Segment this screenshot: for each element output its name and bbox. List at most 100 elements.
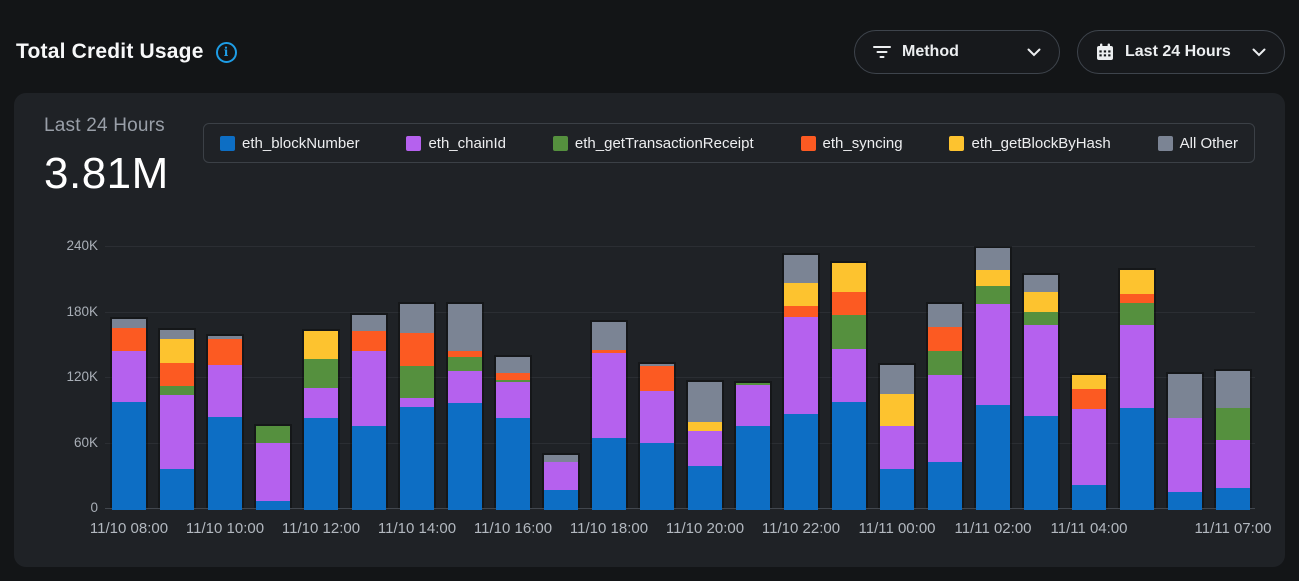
bar-column-11/11 06:00[interactable] <box>1166 372 1204 511</box>
bar-segment-eth_getTransactionReceipt[interactable] <box>160 385 194 396</box>
bar-segment-eth_chainId[interactable] <box>400 397 434 407</box>
bar-segment-eth_chainId[interactable] <box>1024 325 1058 416</box>
bar-segment-eth_getBlockByHash[interactable] <box>784 283 818 307</box>
bar-column-11/10 10:00[interactable] <box>206 334 244 510</box>
bar-segment-eth_getBlockByHash[interactable] <box>160 338 194 363</box>
bar-column-11/10 12:00[interactable] <box>302 329 340 510</box>
bar-column-11/10 09:00[interactable] <box>158 328 196 511</box>
bar-segment-All Other[interactable] <box>784 255 818 284</box>
bar-segment-eth_syncing[interactable] <box>1072 389 1106 409</box>
bar-segment-eth_blockNumber[interactable] <box>352 426 386 511</box>
bar-column-11/10 16:00[interactable] <box>494 355 532 510</box>
bar-segment-eth_syncing[interactable] <box>832 292 866 316</box>
bar-segment-eth_getTransactionReceipt[interactable] <box>928 350 962 375</box>
bar-segment-eth_chainId[interactable] <box>976 303 1010 406</box>
bar-segment-All Other[interactable] <box>112 319 146 328</box>
bar-segment-All Other[interactable] <box>400 304 434 334</box>
bar-segment-eth_chainId[interactable] <box>112 350 146 402</box>
bar-segment-eth_blockNumber[interactable] <box>1168 491 1202 511</box>
bar-segment-eth_chainId[interactable] <box>1072 408 1106 486</box>
bar-segment-eth_syncing[interactable] <box>352 331 386 352</box>
bar-segment-eth_syncing[interactable] <box>208 339 242 366</box>
bar-segment-eth_chainId[interactable] <box>928 374 962 463</box>
bar-column-11/10 21:00[interactable] <box>734 381 772 510</box>
bar-segment-eth_chainId[interactable] <box>1216 439 1250 488</box>
bar-segment-eth_chainId[interactable] <box>256 443 290 502</box>
bar-segment-eth_getTransactionReceipt[interactable] <box>1216 408 1250 440</box>
bar-segment-eth_getTransactionReceipt[interactable] <box>1024 312 1058 326</box>
bar-column-11/10 13:00[interactable] <box>350 313 388 511</box>
bar-segment-eth_blockNumber[interactable] <box>832 401 866 510</box>
bar-column-11/10 22:00[interactable] <box>782 253 820 511</box>
bar-segment-eth_chainId[interactable] <box>448 370 482 404</box>
bar-column-11/11 04:00[interactable] <box>1070 373 1108 511</box>
bar-segment-eth_blockNumber[interactable] <box>1120 407 1154 511</box>
bar-column-11/11 02:00[interactable] <box>974 246 1012 510</box>
bar-segment-eth_blockNumber[interactable] <box>304 418 338 510</box>
bar-segment-eth_getTransactionReceipt[interactable] <box>448 357 482 371</box>
bar-column-11/10 20:00[interactable] <box>686 380 724 510</box>
bar-column-11/11 05:00[interactable] <box>1118 268 1156 511</box>
info-icon[interactable]: i <box>215 41 237 63</box>
bar-segment-eth_getTransactionReceipt[interactable] <box>736 383 770 386</box>
bar-segment-eth_getTransactionReceipt[interactable] <box>496 379 530 383</box>
bar-segment-eth_blockNumber[interactable] <box>448 403 482 511</box>
bar-segment-eth_blockNumber[interactable] <box>256 501 290 511</box>
bar-segment-eth_blockNumber[interactable] <box>784 414 818 511</box>
bar-segment-All Other[interactable] <box>880 365 914 395</box>
bar-segment-eth_getTransactionReceipt[interactable] <box>400 366 434 398</box>
bar-segment-All Other[interactable] <box>448 304 482 351</box>
bar-segment-eth_chainId[interactable] <box>352 351 386 427</box>
bar-segment-eth_getBlockByHash[interactable] <box>1024 292 1058 313</box>
bar-segment-eth_blockNumber[interactable] <box>1024 415 1058 510</box>
bar-segment-eth_blockNumber[interactable] <box>1072 485 1106 511</box>
legend-item-eth_getBlockByHash[interactable]: eth_getBlockByHash <box>949 135 1111 152</box>
bar-segment-eth_chainId[interactable] <box>880 426 914 469</box>
bar-column-11/11 00:00[interactable] <box>878 363 916 511</box>
bar-segment-All Other[interactable] <box>688 382 722 423</box>
bar-segment-All Other[interactable] <box>592 322 626 351</box>
bar-segment-eth_syncing[interactable] <box>640 366 674 392</box>
bar-segment-All Other[interactable] <box>640 364 674 367</box>
bar-segment-eth_syncing[interactable] <box>1120 294 1154 303</box>
bar-segment-eth_chainId[interactable] <box>832 349 866 402</box>
bar-segment-eth_blockNumber[interactable] <box>1216 487 1250 510</box>
bar-segment-All Other[interactable] <box>496 357 530 374</box>
legend-item-eth_blockNumber[interactable]: eth_blockNumber <box>220 135 360 152</box>
bar-segment-eth_getBlockByHash[interactable] <box>688 422 722 432</box>
bar-segment-eth_chainId[interactable] <box>784 317 818 415</box>
bar-segment-eth_blockNumber[interactable] <box>496 418 530 510</box>
bar-segment-eth_getBlockByHash[interactable] <box>1072 375 1106 390</box>
bar-column-11/10 19:00[interactable] <box>638 362 676 511</box>
bar-segment-eth_blockNumber[interactable] <box>928 462 962 511</box>
bar-segment-eth_blockNumber[interactable] <box>112 401 146 510</box>
bar-segment-All Other[interactable] <box>160 330 194 339</box>
bar-column-11/10 15:00[interactable] <box>446 302 484 511</box>
bar-segment-eth_chainId[interactable] <box>688 431 722 467</box>
bar-column-11/10 08:00[interactable] <box>110 317 148 510</box>
bar-segment-eth_blockNumber[interactable] <box>592 437 626 510</box>
bar-segment-eth_blockNumber[interactable] <box>736 425 770 510</box>
bar-column-11/10 11:00[interactable] <box>254 424 292 511</box>
bar-column-11/10 14:00[interactable] <box>398 302 436 511</box>
bar-segment-eth_chainId[interactable] <box>304 387 338 419</box>
bar-column-11/11 07:00[interactable] <box>1214 369 1252 510</box>
bar-column-11/10 23:00[interactable] <box>830 261 868 510</box>
legend-item-eth_chainId[interactable]: eth_chainId <box>406 135 506 152</box>
bar-segment-eth_chainId[interactable] <box>592 352 626 438</box>
bar-column-11/10 18:00[interactable] <box>590 320 628 510</box>
bar-segment-eth_getTransactionReceipt[interactable] <box>256 426 290 444</box>
bar-segment-All Other[interactable] <box>976 248 1010 270</box>
bar-segment-eth_getBlockByHash[interactable] <box>832 263 866 293</box>
bar-segment-eth_syncing[interactable] <box>160 362 194 386</box>
bar-segment-eth_getBlockByHash[interactable] <box>880 394 914 427</box>
bar-segment-eth_getBlockByHash[interactable] <box>304 331 338 360</box>
time-range-dropdown[interactable]: Last 24 Hours <box>1077 30 1285 74</box>
legend-item-eth_syncing[interactable]: eth_syncing <box>800 135 903 152</box>
bar-segment-All Other[interactable] <box>1216 371 1250 409</box>
bar-segment-eth_chainId[interactable] <box>160 395 194 469</box>
bar-segment-eth_getTransactionReceipt[interactable] <box>304 359 338 388</box>
bar-segment-All Other[interactable] <box>352 315 386 332</box>
bar-segment-eth_syncing[interactable] <box>112 327 146 351</box>
bar-segment-eth_chainId[interactable] <box>544 461 578 490</box>
